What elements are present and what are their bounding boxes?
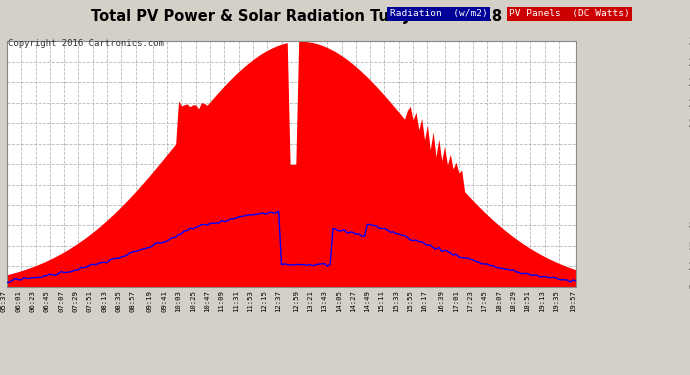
Text: 19:13: 19:13 [539, 291, 544, 312]
Text: 06:45: 06:45 [43, 291, 50, 312]
Text: Total PV Power & Solar Radiation Tue Jul 26 20:18: Total PV Power & Solar Radiation Tue Jul… [91, 9, 502, 24]
Text: 11:53: 11:53 [247, 291, 253, 312]
Text: 12:59: 12:59 [293, 291, 299, 312]
Text: 13:21: 13:21 [307, 291, 313, 312]
Text: 11:31: 11:31 [233, 291, 239, 312]
Text: 11:09: 11:09 [218, 291, 224, 312]
Text: 07:29: 07:29 [72, 291, 79, 312]
Text: 14:49: 14:49 [364, 291, 371, 312]
Text: 10:25: 10:25 [190, 291, 196, 312]
Text: 09:19: 09:19 [147, 291, 152, 312]
Text: 17:45: 17:45 [482, 291, 487, 312]
Text: 18:51: 18:51 [524, 291, 531, 312]
Text: 14:27: 14:27 [350, 291, 356, 312]
Text: 12:15: 12:15 [262, 291, 267, 312]
Text: 08:13: 08:13 [101, 291, 107, 312]
Text: 17:23: 17:23 [467, 291, 473, 312]
Text: 19:57: 19:57 [570, 291, 576, 312]
Text: 05:37: 05:37 [1, 291, 7, 312]
Text: 10:47: 10:47 [204, 291, 210, 312]
Text: PV Panels  (DC Watts): PV Panels (DC Watts) [509, 9, 630, 18]
Text: 10:03: 10:03 [175, 291, 181, 312]
Text: 07:07: 07:07 [58, 291, 64, 312]
Text: 13:43: 13:43 [322, 291, 327, 312]
Text: 15:55: 15:55 [407, 291, 413, 312]
Text: 12:37: 12:37 [275, 291, 282, 312]
Text: Radiation  (w/m2): Radiation (w/m2) [390, 9, 488, 18]
Text: 19:35: 19:35 [553, 291, 559, 312]
Text: 08:57: 08:57 [130, 291, 136, 312]
Text: 06:23: 06:23 [30, 291, 35, 312]
Text: 07:51: 07:51 [87, 291, 92, 312]
Text: 14:05: 14:05 [335, 291, 342, 312]
Text: 16:17: 16:17 [422, 291, 427, 312]
Text: 18:07: 18:07 [496, 291, 502, 312]
Text: 09:41: 09:41 [161, 291, 167, 312]
Text: 16:39: 16:39 [439, 291, 444, 312]
Text: 15:11: 15:11 [379, 291, 384, 312]
Text: 18:29: 18:29 [510, 291, 516, 312]
Text: 17:01: 17:01 [453, 291, 459, 312]
Text: 15:33: 15:33 [393, 291, 399, 312]
Text: 08:35: 08:35 [115, 291, 121, 312]
Text: Copyright 2016 Cartronics.com: Copyright 2016 Cartronics.com [8, 39, 164, 48]
Text: 06:01: 06:01 [15, 291, 21, 312]
